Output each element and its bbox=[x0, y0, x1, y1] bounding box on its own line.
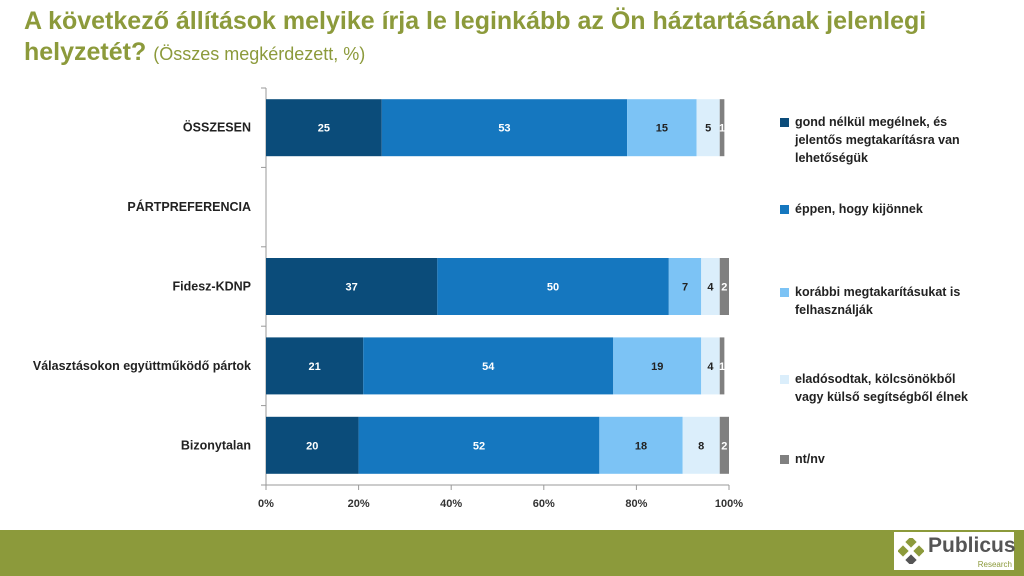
legend-item: korábbi megtakarításukat is felhasználjá… bbox=[780, 283, 980, 319]
legend-label: nt/nv bbox=[795, 452, 825, 466]
publicus-logo-tagline: Research bbox=[977, 560, 1012, 569]
data-label: 25 bbox=[318, 123, 330, 135]
data-label: 15 bbox=[656, 123, 668, 135]
legend-item: eladósodtak, kölcsönökből vagy külső seg… bbox=[780, 370, 980, 406]
data-label: 5 bbox=[705, 123, 711, 135]
data-label: 50 bbox=[547, 282, 559, 294]
bar-segment bbox=[266, 99, 382, 157]
bar-segment bbox=[613, 337, 702, 395]
x-tick-label: 60% bbox=[533, 498, 555, 510]
legend-item: éppen, hogy kijönnek bbox=[780, 200, 980, 218]
x-tick-label: 0% bbox=[258, 498, 274, 510]
x-tick-label: 20% bbox=[348, 498, 370, 510]
legend-label: gond nélkül megélnek, és jelentős megtak… bbox=[795, 115, 960, 165]
publicus-logo-mark-icon bbox=[898, 538, 924, 564]
bar-segment bbox=[266, 337, 364, 395]
data-label: 54 bbox=[482, 361, 495, 373]
legend-label: korábbi megtakarításukat is felhasználjá… bbox=[795, 285, 961, 317]
legend-swatch bbox=[780, 375, 789, 384]
data-label: 4 bbox=[707, 361, 714, 373]
chart-subtitle: (Összes megkérdezett, %) bbox=[153, 44, 366, 64]
data-label: 21 bbox=[308, 361, 320, 373]
data-label: 2 bbox=[721, 440, 727, 452]
category-label: Bizonytalan bbox=[181, 438, 251, 452]
data-label: 20 bbox=[306, 440, 318, 452]
legend-swatch bbox=[780, 205, 789, 214]
bar-segment bbox=[719, 258, 729, 315]
data-label: 19 bbox=[651, 361, 663, 373]
publicus-logo: Publicus Research bbox=[894, 532, 1016, 570]
data-label: 1 bbox=[719, 123, 725, 135]
bar-segment bbox=[599, 416, 683, 474]
data-label: 52 bbox=[473, 440, 485, 452]
category-label: Választásokon együttműködő pártok bbox=[33, 359, 251, 373]
legend-swatch bbox=[780, 118, 789, 127]
data-label: 2 bbox=[721, 282, 727, 294]
bar-segment bbox=[627, 99, 697, 157]
bar-segment bbox=[363, 337, 614, 395]
data-label: 4 bbox=[707, 282, 714, 294]
bar-segment bbox=[701, 258, 720, 315]
legend-label: éppen, hogy kijönnek bbox=[795, 202, 923, 216]
bar-segment bbox=[719, 416, 729, 474]
stacked-bar-chart: 0% 20% 40% 60% 80% 100%ÖSSZESEN 25 53 15 5 1PÁRTPR… bbox=[33, 87, 743, 510]
chart-title: A következő állítások melyike írja le le… bbox=[24, 6, 1004, 70]
bar-segment bbox=[437, 258, 669, 315]
legend-swatch bbox=[780, 455, 789, 464]
bar-segment bbox=[719, 99, 725, 157]
bar-segment bbox=[719, 337, 725, 395]
x-tick-label: 80% bbox=[625, 498, 647, 510]
bar-segment bbox=[266, 416, 359, 474]
x-tick-label: 100% bbox=[715, 498, 743, 510]
category-label: PÁRTPREFERENCIA bbox=[127, 199, 251, 214]
data-label: 1 bbox=[719, 361, 725, 373]
data-label: 8 bbox=[698, 440, 704, 452]
bar-segment bbox=[696, 99, 720, 157]
data-label: 18 bbox=[635, 440, 647, 452]
legend-swatch bbox=[780, 288, 789, 297]
legend-item: nt/nv bbox=[780, 450, 980, 468]
data-label: 53 bbox=[498, 123, 510, 135]
legend-label: eladósodtak, kölcsönökből vagy külső seg… bbox=[795, 372, 968, 404]
footer-bar bbox=[0, 530, 1024, 576]
x-tick-label: 40% bbox=[440, 498, 462, 510]
bar-segment bbox=[358, 416, 600, 474]
bar-segment bbox=[381, 99, 628, 157]
legend-item: gond nélkül megélnek, és jelentős megtak… bbox=[780, 113, 980, 167]
bar-segment bbox=[266, 258, 438, 315]
bar-segment bbox=[668, 258, 702, 315]
data-label: 7 bbox=[682, 282, 688, 294]
category-label: Fidesz-KDNP bbox=[173, 280, 251, 294]
publicus-logo-text: Publicus bbox=[928, 534, 1016, 557]
category-label: ÖSSZESEN bbox=[183, 120, 251, 135]
chart-title-main: A következő állítások melyike írja le le… bbox=[24, 7, 927, 66]
bar-segment bbox=[682, 416, 720, 474]
data-label: 37 bbox=[346, 282, 358, 294]
bar-segment bbox=[701, 337, 720, 395]
